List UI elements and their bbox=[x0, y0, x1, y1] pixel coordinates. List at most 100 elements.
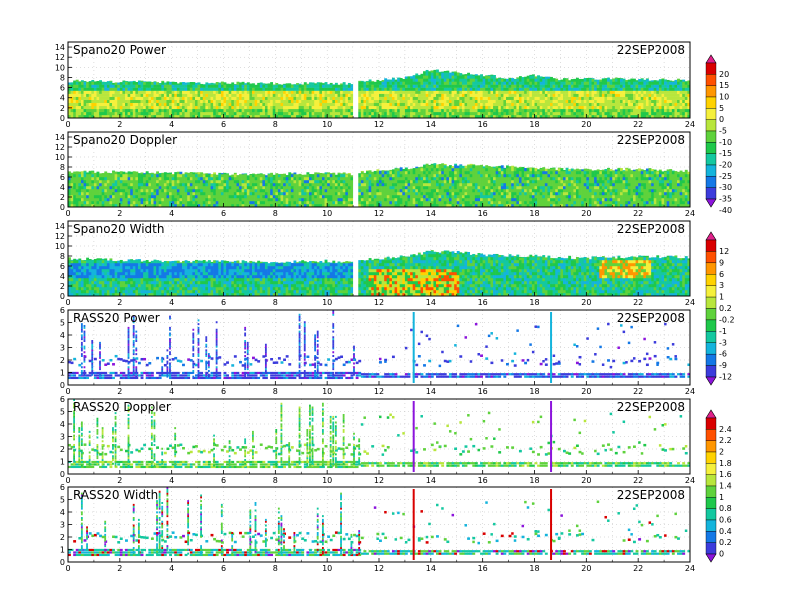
heat-cell bbox=[109, 81, 113, 85]
heat-cell bbox=[469, 99, 473, 103]
heat-cell bbox=[78, 189, 82, 193]
heat-cell bbox=[205, 186, 209, 190]
heat-cell bbox=[207, 108, 211, 113]
heat-cell bbox=[132, 84, 136, 88]
heat-cell bbox=[210, 87, 214, 91]
heat-cell bbox=[609, 87, 613, 91]
heat-cell bbox=[366, 93, 369, 97]
heat-cell bbox=[252, 102, 255, 107]
heat-cell bbox=[671, 96, 675, 100]
heat-cell bbox=[321, 192, 325, 196]
heat-cell bbox=[389, 90, 393, 94]
heat-cell bbox=[309, 114, 312, 119]
heat-cell bbox=[632, 84, 636, 88]
heat-cell bbox=[436, 69, 439, 73]
heat-cell bbox=[425, 111, 429, 116]
heat-cell bbox=[420, 84, 424, 88]
heat-cell bbox=[192, 90, 196, 94]
heat-cell bbox=[78, 102, 82, 107]
heat-cell bbox=[596, 105, 600, 110]
heat-cell bbox=[96, 171, 100, 175]
heat-cell bbox=[166, 114, 170, 119]
heat-cell bbox=[550, 105, 553, 110]
heat-cell bbox=[275, 96, 279, 100]
heat-cell bbox=[179, 105, 183, 110]
heat-cell bbox=[244, 173, 248, 175]
heat-cell bbox=[350, 198, 354, 202]
heat-cell bbox=[410, 90, 413, 94]
heat-cell bbox=[651, 81, 655, 85]
heat-cell bbox=[508, 105, 512, 110]
heat-cell bbox=[244, 180, 248, 184]
heat-cell bbox=[575, 99, 579, 103]
heat-cell bbox=[612, 111, 616, 116]
heat-cell bbox=[443, 87, 447, 91]
heat-cell bbox=[93, 81, 97, 83]
heat-cell bbox=[560, 81, 564, 85]
heat-cell bbox=[498, 105, 502, 110]
heat-cell bbox=[303, 90, 307, 94]
heat-cell bbox=[454, 105, 458, 110]
heat-cell bbox=[101, 96, 105, 100]
x-tick-label: 18 bbox=[529, 120, 539, 129]
heat-cell bbox=[70, 114, 74, 119]
heat-cell bbox=[373, 108, 377, 113]
heat-cell bbox=[75, 87, 79, 91]
heat-cell bbox=[252, 201, 255, 205]
heat-cell bbox=[386, 201, 390, 205]
heat-cell bbox=[417, 174, 421, 178]
heat-cell bbox=[210, 93, 214, 97]
heat-cell bbox=[371, 201, 375, 205]
heat-cell bbox=[309, 96, 312, 100]
heat-cell bbox=[213, 195, 217, 199]
heat-cell bbox=[671, 80, 675, 82]
heat-cell bbox=[324, 195, 328, 199]
heat-cell bbox=[563, 87, 566, 91]
heat-cell bbox=[379, 105, 382, 110]
heat-cell bbox=[508, 93, 512, 97]
heat-cell bbox=[402, 81, 406, 85]
heat-cell bbox=[640, 105, 644, 110]
heat-cell bbox=[617, 114, 621, 119]
heat-cell bbox=[347, 87, 351, 91]
heat-cell bbox=[226, 186, 229, 190]
heat-cell bbox=[257, 195, 261, 199]
heat-cell bbox=[376, 189, 380, 193]
heat-cell bbox=[454, 72, 458, 76]
heat-cell bbox=[371, 114, 375, 119]
heat-cell bbox=[350, 201, 354, 205]
heat-cell bbox=[518, 78, 522, 82]
heat-cell bbox=[407, 99, 411, 103]
heat-cell bbox=[415, 105, 419, 110]
heat-cell bbox=[246, 189, 250, 193]
heat-cell bbox=[158, 93, 162, 97]
heat-cell bbox=[244, 102, 248, 107]
heat-cell bbox=[148, 186, 152, 190]
heat-cell bbox=[226, 105, 229, 110]
heat-cell bbox=[537, 108, 540, 113]
heat-cell bbox=[148, 87, 152, 91]
heat-cell bbox=[182, 84, 185, 88]
heat-cell bbox=[498, 99, 502, 103]
heat-cell bbox=[112, 195, 115, 199]
heat-cell bbox=[244, 192, 248, 196]
heat-cell bbox=[163, 172, 167, 175]
heat-cell bbox=[371, 84, 375, 88]
heat-cell bbox=[526, 90, 530, 94]
heat-cell bbox=[622, 78, 626, 82]
heat-cell bbox=[599, 79, 603, 82]
heat-cell bbox=[410, 84, 413, 88]
heat-cell bbox=[290, 108, 294, 113]
heat-cell bbox=[664, 99, 667, 103]
heat-cell bbox=[163, 82, 167, 85]
heat-cell bbox=[176, 105, 180, 110]
heat-cell bbox=[643, 114, 647, 119]
heat-cell bbox=[632, 96, 636, 100]
heat-cell bbox=[446, 183, 450, 187]
heat-cell bbox=[340, 198, 344, 202]
heat-cell bbox=[163, 186, 167, 190]
heat-cell bbox=[448, 105, 452, 110]
heat-cell bbox=[340, 177, 344, 181]
heat-cell bbox=[184, 201, 188, 205]
heat-cell bbox=[394, 189, 398, 193]
